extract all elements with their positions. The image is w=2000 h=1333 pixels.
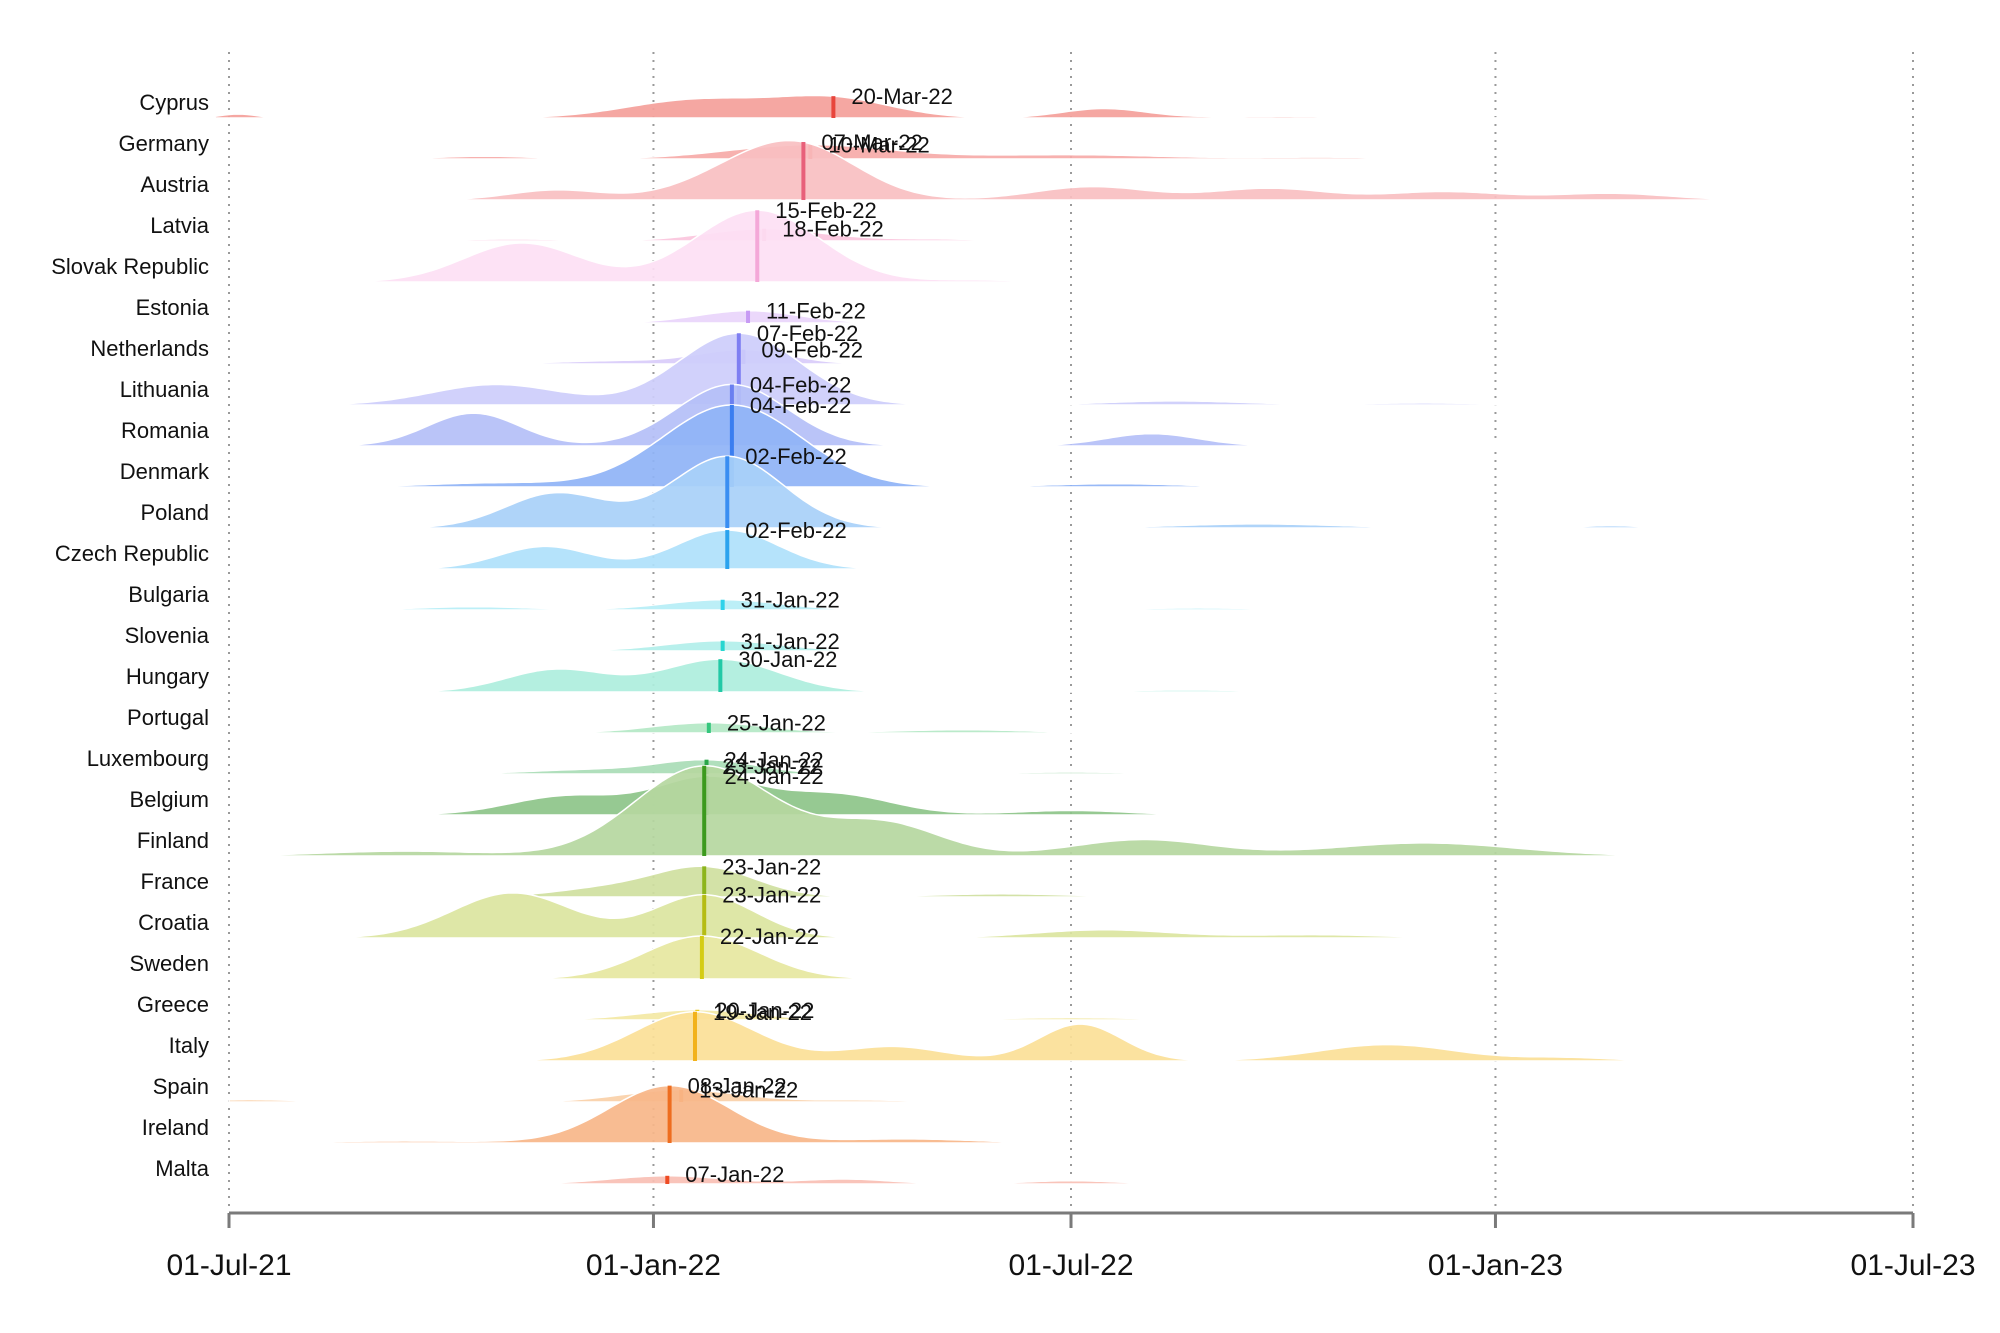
peak-date-label: 23-Jan-22 — [722, 754, 821, 779]
country-label: Hungary — [126, 664, 209, 689]
peak-date-label: 02-Feb-22 — [745, 444, 847, 469]
ridge-portugal — [544, 722, 1175, 734]
peak-date-label: 23-Jan-22 — [722, 883, 821, 908]
grid-lines — [228, 52, 1914, 1210]
country-label: Slovenia — [125, 623, 210, 648]
country-label: Finland — [137, 828, 209, 853]
ridge-croatia — [299, 892, 1506, 939]
peak-date-label: 07-Feb-22 — [757, 321, 859, 346]
peak-date-label: 19-Jan-22 — [713, 1000, 812, 1025]
ridge-bulgaria — [300, 599, 1540, 611]
country-label: Austria — [141, 172, 210, 197]
ridge-ireland — [249, 1084, 1551, 1144]
country-label: Germany — [119, 131, 209, 156]
peak-date-label: 30-Jan-22 — [738, 647, 837, 672]
country-label: France — [141, 869, 209, 894]
ridge-slovenia — [372, 640, 1517, 652]
peak-date-label: 07-Mar-22 — [821, 130, 922, 155]
peak-date-label: 08-Jan-22 — [688, 1074, 787, 1099]
peak-date-label: 02-Feb-22 — [745, 518, 847, 543]
peak-date-label: 20-Mar-22 — [851, 84, 952, 109]
ridge-belgium — [229, 775, 1676, 816]
peak-date-label: 11-Feb-22 — [766, 299, 866, 324]
peak-date-label: 15-Feb-22 — [775, 198, 877, 223]
country-label: Malta — [155, 1156, 210, 1181]
peak-date-label: 24-Jan-22 — [725, 748, 824, 773]
ridge-austria — [300, 139, 1714, 201]
x-axis: 01-Jul-21 01-Jan-22 01-Jul-22 01-Jan-23 01-J… — [166, 1211, 1976, 1282]
peak-date-label: 07-Jan-22 — [685, 1162, 784, 1187]
country-label: Slovak Republic — [51, 254, 209, 279]
ridge-poland — [332, 455, 1654, 529]
ridge-finland — [228, 765, 1913, 857]
peak-date-label: 04-Feb-22 — [750, 372, 852, 397]
x-tick-label: 01-Jul-21 — [166, 1249, 291, 1282]
ridge-lithuania — [261, 332, 1653, 406]
country-label: Lithuania — [120, 377, 210, 402]
x-tick-label: 01-Jul-22 — [1008, 1249, 1133, 1282]
peak-date-label: 25-Jan-22 — [727, 711, 826, 736]
country-label: Croatia — [138, 910, 210, 935]
peak-date-label: 10-Mar-22 — [828, 133, 929, 158]
peak-date-label: 23-Jan-22 — [722, 854, 821, 879]
peak-date-label: 24-Jan-22 — [725, 764, 824, 789]
country-label: Sweden — [129, 951, 209, 976]
country-label: Estonia — [136, 295, 210, 320]
ridge-slovak-republic — [371, 209, 1235, 283]
country-label: Spain — [153, 1074, 209, 1099]
country-label: Czech Republic — [55, 541, 209, 566]
x-tick-label: 01-Jan-23 — [1428, 1249, 1563, 1282]
peak-date-label: 09-Feb-22 — [761, 338, 863, 363]
ridge-france — [404, 865, 1494, 898]
ridge-greece — [300, 1009, 1632, 1021]
ridge-denmark — [249, 404, 1600, 488]
country-label: Poland — [140, 500, 209, 525]
ridge-estonia — [403, 309, 963, 324]
ridge-czech-republic — [372, 529, 1588, 570]
ridges — [214, 94, 1913, 1185]
country-label: Romania — [121, 418, 210, 443]
country-label: Luxembourg — [87, 746, 209, 771]
peak-date-label: 31-Jan-22 — [741, 588, 840, 613]
ridge-luxembourg — [372, 758, 1611, 775]
country-label: Bulgaria — [128, 582, 209, 607]
x-tick-label: 01-Jul-23 — [1850, 1249, 1975, 1282]
ridge-sweden — [332, 935, 1505, 980]
country-label: Netherlands — [90, 336, 209, 361]
peak-date-label: 04-Feb-22 — [750, 393, 852, 418]
country-labels: Cyprus Germany Austria Latvia Slovak Republi… — [51, 90, 210, 1181]
peak-date-label: 18-Feb-22 — [782, 217, 884, 242]
country-label: Ireland — [142, 1115, 209, 1140]
country-label: Greece — [137, 992, 209, 1017]
peak-date-label: 20-Jan-22 — [715, 998, 814, 1023]
peak-date-label: 22-Jan-22 — [720, 924, 819, 949]
country-label: Italy — [169, 1033, 209, 1058]
country-label: Belgium — [130, 787, 209, 812]
x-tick-label: 01-Jan-22 — [586, 1249, 721, 1282]
ridge-italy — [261, 1011, 1877, 1062]
peak-date-label: 31-Jan-22 — [741, 629, 840, 654]
ridge-malta — [229, 1175, 1199, 1185]
country-label: Latvia — [150, 213, 209, 238]
country-label: Cyprus — [139, 90, 209, 115]
ridge-cyprus — [214, 94, 1653, 119]
ridge-germany — [332, 143, 1497, 160]
country-label: Denmark — [120, 459, 210, 484]
country-label: Portugal — [127, 705, 209, 730]
ridge-hungary — [372, 658, 1505, 693]
peak-date-label: 13-Jan-22 — [699, 1078, 798, 1103]
